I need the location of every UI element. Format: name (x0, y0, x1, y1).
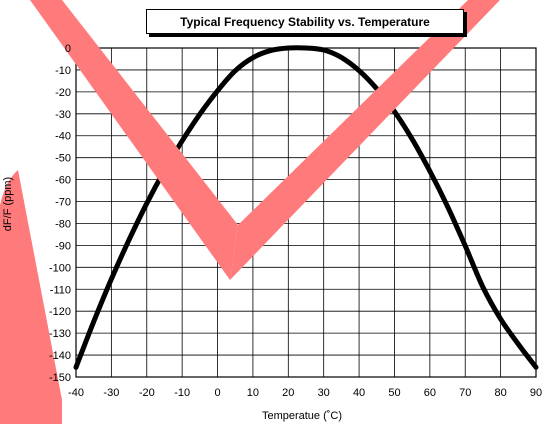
watermark-check-left-icon (30, 0, 238, 280)
x-tick-label: -40 (68, 387, 84, 399)
x-tick-label: 90 (530, 387, 542, 399)
x-tick-label: 30 (318, 387, 330, 399)
y-tick-label: -40 (55, 131, 71, 143)
y-tick-label: -70 (55, 197, 71, 209)
y-axis-label: dF/F (ppm) (2, 177, 14, 231)
x-tick-label: 70 (459, 387, 471, 399)
y-tick-label: -140 (49, 350, 71, 362)
x-tick-label: 20 (282, 387, 294, 399)
y-tick-label: -100 (49, 262, 71, 274)
y-tick-label: -110 (50, 284, 71, 296)
chart-title: Typical Frequency Stability vs. Temperat… (146, 9, 464, 34)
x-tick-label: 50 (388, 387, 400, 399)
x-tick-label: -20 (139, 387, 155, 399)
grid (75, 47, 537, 378)
y-tick-label: 0 (65, 43, 71, 55)
y-tick-label: -30 (55, 109, 71, 121)
y-tick-label: -20 (55, 87, 71, 99)
y-tick-label: -90 (55, 240, 71, 252)
x-tick-label: -30 (103, 387, 119, 399)
x-tick-label: 40 (353, 387, 365, 399)
series-line (73, 45, 539, 370)
y-tick-label: -60 (55, 175, 71, 187)
watermark-check-right-icon (230, 0, 500, 280)
x-tick-label: 80 (494, 387, 506, 399)
y-tick-label: -50 (55, 153, 71, 165)
y-tick-label: -130 (49, 328, 71, 340)
plot-frame (75, 47, 537, 378)
y-tick-label: -80 (55, 218, 71, 230)
y-tick-label: -10 (55, 65, 71, 77)
y-tick-label: -120 (49, 306, 71, 318)
y-tick-label: -150 (49, 372, 71, 384)
x-tick-label: 10 (247, 387, 259, 399)
x-axis-label: Temperatue (˚C) (262, 410, 342, 422)
x-tick-label: -10 (174, 387, 190, 399)
x-tick-label: 0 (214, 387, 220, 399)
watermark-layer (0, 0, 500, 424)
watermark-left-sliver-icon (0, 170, 62, 424)
tick-labels: -40 -30 -20 -10 0 10 20 30 40 50 60 70 80 900-10-20-3… (49, 43, 542, 399)
series-layer (73, 45, 539, 370)
x-tick-label: 60 (424, 387, 436, 399)
